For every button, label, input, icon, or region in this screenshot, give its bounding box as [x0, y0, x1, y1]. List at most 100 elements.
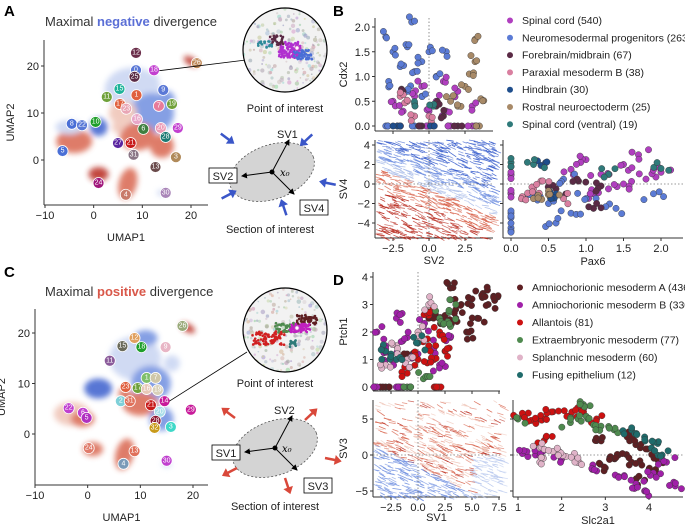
data-point — [522, 196, 530, 204]
background-cell — [249, 318, 253, 323]
vector-arrow — [465, 481, 471, 486]
vector-arrow — [410, 159, 416, 163]
vector-arrow — [491, 149, 502, 154]
vector-arrow — [438, 227, 444, 230]
y-axis-label: SV4 — [338, 179, 350, 200]
background-cell — [287, 299, 291, 303]
scatter-points — [370, 279, 502, 391]
vector-arrow — [467, 480, 476, 483]
vector-arrow — [378, 140, 384, 142]
background-cell — [289, 321, 291, 323]
vector-arrow — [487, 432, 497, 438]
highlighted-cell — [270, 335, 274, 338]
data-point — [420, 358, 428, 365]
vector-arrow — [446, 477, 454, 480]
data-point — [385, 383, 393, 391]
vector-arrow — [473, 145, 482, 149]
sv-label-up: SV2 — [274, 405, 295, 417]
x-tick-label: 20 — [185, 210, 197, 222]
background-cell — [290, 23, 296, 28]
vector-arrow — [411, 155, 421, 159]
vector-arrow — [409, 495, 419, 502]
vector-arrow — [475, 154, 485, 157]
vector-arrow — [472, 458, 479, 461]
vector-arrow — [416, 480, 422, 483]
vector-arrow — [437, 157, 446, 161]
vector-arrow — [480, 236, 489, 240]
vector-arrow — [497, 449, 507, 453]
vector-arrow — [416, 496, 424, 502]
data-point — [633, 431, 641, 438]
vector-arrow — [456, 173, 462, 176]
highlighted-cell — [256, 42, 260, 46]
vector-arrow — [396, 448, 402, 452]
highlighted-cell — [300, 314, 304, 317]
vector-arrow — [474, 440, 483, 445]
data-point — [537, 454, 545, 461]
background-cell — [272, 288, 277, 289]
background-cell — [300, 296, 304, 301]
vector-arrow — [378, 212, 387, 219]
vector-arrow — [432, 476, 442, 479]
vector-arrow — [435, 229, 445, 235]
data-point — [543, 158, 551, 166]
vector-arrow — [424, 180, 433, 183]
vector-arrow — [378, 211, 384, 215]
vector-arrow — [386, 472, 396, 476]
vector-arrow — [480, 218, 487, 221]
vector-arrow — [374, 445, 381, 448]
data-point — [635, 155, 643, 163]
data-point — [444, 122, 452, 130]
background-cell — [299, 334, 303, 338]
vector-arrow — [395, 165, 403, 170]
vector-arrow — [485, 438, 494, 443]
background-cell — [245, 373, 249, 377]
vector-arrow — [470, 474, 478, 479]
data-point — [643, 488, 651, 496]
vector-arrow — [401, 176, 410, 180]
vector-arrow — [447, 143, 452, 147]
vector-arrow — [419, 483, 424, 486]
background-cell — [326, 79, 327, 83]
data-point — [458, 309, 466, 317]
vector-arrow — [483, 200, 489, 204]
highlighted-cell — [254, 341, 258, 344]
data-point — [430, 303, 438, 310]
vector-arrow — [468, 139, 476, 142]
vector-arrow — [419, 494, 428, 497]
background-cell — [243, 348, 245, 353]
vector-arrow — [375, 159, 381, 162]
vector-arrow — [398, 407, 406, 410]
data-point — [542, 405, 550, 413]
vector-arrow — [414, 159, 424, 164]
background-cell — [249, 326, 253, 330]
background-cell — [286, 293, 291, 297]
vector-arrow — [434, 141, 444, 144]
vector-arrow — [382, 450, 389, 455]
cluster-marker — [176, 320, 189, 332]
y-tick-label: 0 — [364, 179, 370, 191]
background-cell — [261, 355, 265, 358]
data-point — [573, 160, 580, 168]
vector-arrow — [491, 200, 502, 202]
background-cell — [248, 86, 251, 89]
cluster-marker — [130, 46, 142, 59]
vector-arrow — [376, 161, 385, 165]
background-cell — [243, 366, 244, 372]
vector-arrow — [381, 421, 389, 427]
vector-arrow — [455, 230, 462, 232]
vector-arrow — [443, 203, 450, 206]
vector-arrow — [446, 420, 454, 425]
vector-arrow — [444, 495, 455, 500]
vector-arrow — [456, 146, 464, 150]
data-point — [618, 210, 626, 218]
cluster-marker — [103, 354, 116, 367]
cluster-marker — [149, 161, 162, 173]
data-point — [464, 122, 472, 130]
vector-arrow — [435, 157, 443, 159]
background-cell — [311, 352, 316, 357]
data-point — [415, 122, 423, 130]
vector-arrow — [417, 452, 423, 457]
vector-arrow — [373, 443, 380, 447]
highlighted-cell — [303, 55, 306, 58]
